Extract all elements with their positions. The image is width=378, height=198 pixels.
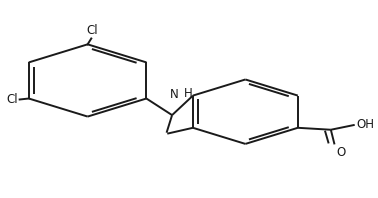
Text: H: H bbox=[184, 88, 193, 100]
Text: N: N bbox=[170, 88, 179, 101]
Text: OH: OH bbox=[356, 118, 374, 131]
Text: Cl: Cl bbox=[86, 24, 98, 36]
Text: O: O bbox=[336, 146, 345, 159]
Text: Cl: Cl bbox=[6, 93, 18, 106]
